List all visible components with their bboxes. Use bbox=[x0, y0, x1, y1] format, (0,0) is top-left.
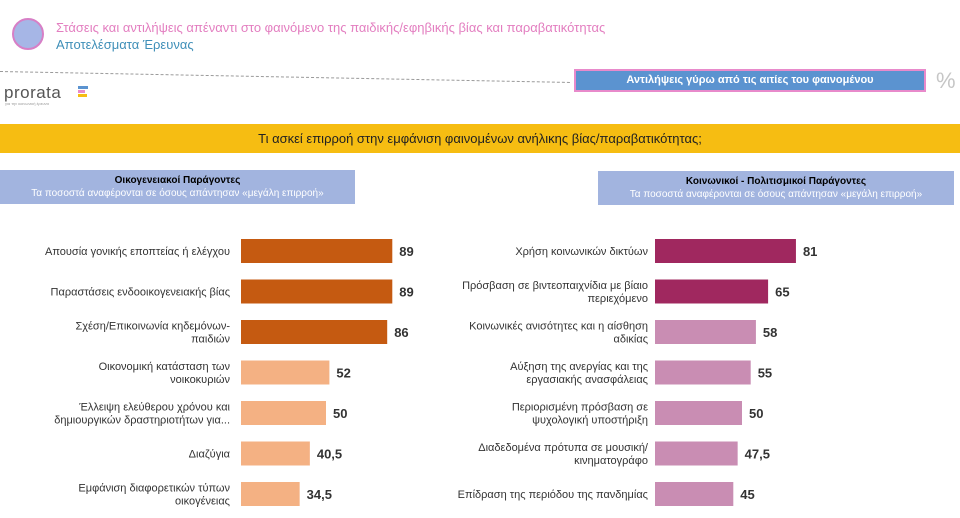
social-bar-6 bbox=[655, 482, 734, 506]
page-title: Στάσεις και αντιλήψεις απέναντι στο φαιν… bbox=[56, 20, 606, 35]
social-category-label-3: Αύξηση της ανεργίας και της εργασιακής αν… bbox=[510, 361, 648, 386]
family-category-label-6: Εμφάνιση διαφορετικών τύπων οικογένειας bbox=[78, 483, 230, 508]
left-panel-subtitle: Τα ποσοστά αναφέρονται σε όσους απάντησα… bbox=[31, 188, 324, 199]
social-value-label-5: 47,5 bbox=[745, 447, 770, 462]
family-value-label-6: 34,5 bbox=[307, 487, 332, 502]
family-bar-4 bbox=[241, 401, 326, 425]
family-bar-0 bbox=[241, 239, 393, 263]
left-panel-header: Οικογενειακοί Παράγοντες Τα ποσοστά αναφ… bbox=[0, 170, 355, 204]
family-category-label-2: Σχέση/Επικοινωνία κηδεμόνων-παιδιών bbox=[75, 321, 230, 346]
social-bar-1 bbox=[655, 279, 769, 304]
social-category-label-5: Διαδεδομένα πρότυπα σε μουσική/κινηματογ… bbox=[478, 442, 649, 467]
social-category-label-0: Χρήση κοινωνικών δικτύων bbox=[515, 246, 648, 258]
brand-bars-icon bbox=[78, 86, 88, 100]
brand-logo: prorata bbox=[4, 83, 62, 102]
social-category-label-6: Επίδραση της περιόδου της πανδημίας bbox=[458, 489, 648, 501]
social-value-label-6: 45 bbox=[740, 487, 754, 502]
social-bar-3 bbox=[655, 360, 751, 385]
family-bar-3 bbox=[241, 360, 330, 385]
section-label: Αντιλήψεις γύρω από τις αιτίες του φαινο… bbox=[574, 69, 926, 92]
right-panel-subtitle: Τα ποσοστά αναφέρονται σε όσους απάντησα… bbox=[629, 189, 923, 200]
family-category-label-5: Διαζύγια bbox=[189, 449, 231, 461]
family-value-label-4: 50 bbox=[333, 406, 347, 421]
social-value-label-2: 58 bbox=[763, 325, 777, 340]
logo-circle-icon bbox=[12, 18, 44, 50]
social-value-label-4: 50 bbox=[749, 406, 763, 421]
social-value-label-1: 65 bbox=[775, 285, 789, 300]
left-panel-title: Οικογενειακοί Παράγοντες bbox=[114, 175, 241, 186]
family-value-label-5: 40,5 bbox=[317, 447, 342, 462]
family-category-label-4: Έλλειψη ελεύθερου χρόνου και δημιουργικών… bbox=[54, 402, 230, 427]
family-category-label-3: Οικονομική κατάσταση των νοικοκυριών bbox=[99, 361, 231, 386]
social-category-label-4: Περιορισμένη πρόσβαση σε ψυχολογική υποστ… bbox=[512, 402, 648, 427]
family-category-label-0: Απουσία γονικής εποπτείας ή ελέγχου bbox=[45, 246, 230, 258]
social-category-label-2: Κοινωνικές ανισότητες και η αίσθηση αδικί… bbox=[469, 321, 648, 346]
family-value-label-1: 89 bbox=[399, 285, 413, 300]
family-bar-5 bbox=[241, 441, 310, 466]
brand-tagline: για την κοινωνική έρευνα bbox=[5, 101, 49, 106]
family-value-label-3: 52 bbox=[336, 366, 350, 381]
family-value-label-0: 89 bbox=[399, 244, 413, 259]
family-category-label-1: Παραστάσεις ενδοοικογενειακής βίας bbox=[51, 287, 230, 299]
right-panel-header: Κοινωνικοί - Πολιτισμικοί Παράγοντες Τα … bbox=[598, 171, 954, 205]
right-panel-title: Κοινωνικοί - Πολιτισμικοί Παράγοντες bbox=[685, 176, 867, 187]
family-bar-2 bbox=[241, 320, 388, 344]
social-category-label-1: Πρόσβαση σε βιντεοπαιχνίδια με βίαιο περι… bbox=[462, 280, 648, 305]
social-bar-4 bbox=[655, 401, 742, 425]
social-value-label-0: 81 bbox=[803, 244, 817, 259]
question-banner: Τι ασκεί επιρροή στην εμφάνιση φαινομένω… bbox=[0, 124, 960, 153]
social-bar-2 bbox=[655, 320, 756, 344]
social-bar-5 bbox=[655, 441, 738, 466]
page-subtitle: Αποτελέσματα Έρευνας bbox=[56, 37, 194, 52]
percent-symbol: % bbox=[936, 68, 956, 93]
family-value-label-2: 86 bbox=[394, 325, 408, 340]
social-value-label-3: 55 bbox=[758, 366, 772, 381]
family-bar-6 bbox=[241, 482, 300, 506]
social-bar-0 bbox=[655, 239, 796, 263]
family-bar-1 bbox=[241, 279, 393, 304]
